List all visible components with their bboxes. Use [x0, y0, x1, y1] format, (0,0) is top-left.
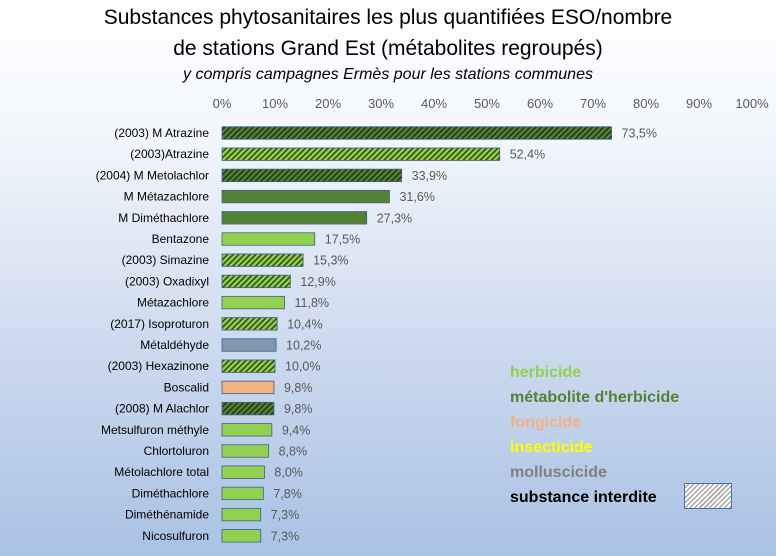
category-label: M Diméthachlore: [118, 211, 209, 225]
x-tick-label: 50%: [474, 96, 500, 111]
bar: [221, 380, 275, 395]
legend-item-fongicide: fongicide: [510, 414, 582, 431]
legend-item-banned: substance interdite: [510, 489, 657, 506]
x-tick-label: 100%: [735, 96, 769, 111]
bar: [221, 338, 277, 352]
data-label: 8,0%: [274, 466, 303, 480]
data-label: 15,3%: [313, 254, 348, 268]
legend-item-herbicide: herbicide: [510, 364, 582, 381]
data-label: 73,5%: [622, 127, 657, 141]
category-label: (2003) M Atrazine: [114, 126, 209, 140]
category-label: Nicosulfuron: [142, 529, 209, 543]
data-label: 17,5%: [325, 233, 360, 247]
category-label: Metsulfuron méthyle: [101, 423, 209, 437]
bar: [221, 444, 270, 458]
bar: [221, 423, 273, 437]
x-tick-label: 30%: [368, 96, 394, 111]
data-label: 10,0%: [285, 360, 320, 374]
bar: [221, 465, 265, 479]
category-label: (2003) Oxadixyl: [125, 274, 209, 288]
data-label: 27,3%: [377, 211, 412, 225]
data-label: 7,3%: [271, 529, 300, 543]
data-label: 7,3%: [271, 508, 300, 522]
legend-item-metabolite: métabolite d'herbicide: [510, 389, 680, 406]
data-label: 8,8%: [279, 445, 308, 459]
category-label: Métolachlore total: [114, 465, 209, 479]
data-label: 9,8%: [284, 402, 313, 416]
x-tick-label: 10%: [262, 96, 288, 111]
bar: [221, 317, 278, 331]
x-tick-label: 80%: [633, 96, 659, 111]
category-label: (2003)Atrazine: [130, 147, 209, 161]
bar: [221, 253, 304, 267]
data-label: 11,8%: [295, 296, 330, 310]
chart-subtitle: y compris campagnes Ermès pour les stati…: [183, 66, 593, 83]
x-tick-label: 20%: [315, 96, 341, 111]
legend-item-molluscicide: molluscicide: [510, 464, 607, 481]
data-label: 52,4%: [510, 148, 545, 162]
chart-title-line1: Substances phytosanitaires les plus quan…: [103, 6, 673, 29]
category-label: Diméthénamide: [125, 508, 209, 522]
bar: [221, 189, 390, 204]
category-label: (2017) Isoproturon: [110, 317, 209, 331]
bar: [221, 147, 501, 161]
legend-item-insecticide: insecticide: [510, 439, 593, 456]
category-label: Bentazone: [152, 232, 210, 246]
data-label: 10,4%: [287, 317, 322, 331]
legend-banned-hatch-swatch: [684, 483, 732, 509]
category-label: (2003) Simazine: [122, 253, 210, 267]
category-label: M Métazachlore: [124, 190, 210, 204]
data-label: 10,2%: [286, 339, 321, 353]
x-tick-label: 40%: [421, 96, 447, 111]
x-tick-label: 70%: [580, 96, 606, 111]
category-label: (2003) Hexazinone: [108, 359, 210, 373]
data-label: 33,9%: [412, 169, 447, 183]
category-label: Diméthachlore: [132, 486, 210, 500]
bar: [221, 359, 276, 373]
bar: [221, 486, 264, 501]
bar: [221, 126, 612, 140]
bar: [221, 232, 316, 246]
legend: herbicide métabolite d'herbicide fongici…: [510, 360, 732, 510]
bar: [221, 211, 368, 225]
bar: [221, 168, 403, 183]
category-label: Chlortoluron: [144, 444, 209, 458]
bar: [221, 529, 262, 543]
data-label: 9,4%: [282, 423, 311, 437]
bar: [221, 295, 285, 310]
bars: (2003) M Atrazine 73,5% (2003)Atrazine 52,4…: [96, 126, 657, 543]
bar: [221, 507, 262, 522]
x-axis-ticks: 0% 10% 20% 30% 40% 50% 60% 70% 80% 90% 100%: [213, 96, 769, 111]
x-tick-label: 90%: [686, 96, 712, 111]
category-label: (2004) M Metolachlor: [96, 168, 209, 182]
chart-title-line2: de stations Grand Est (métabolites regro…: [173, 37, 603, 60]
category-label: (2008) M Alachlor: [115, 402, 209, 416]
data-label: 7,8%: [273, 487, 302, 501]
category-label: Métazachlore: [137, 296, 209, 310]
data-label: 12,9%: [300, 275, 335, 289]
bar: [221, 401, 275, 416]
category-label: Boscalid: [164, 380, 209, 394]
x-tick-label: 0%: [213, 96, 232, 111]
x-tick-label: 60%: [527, 96, 553, 111]
category-label: Métaldéhyde: [140, 338, 209, 352]
data-label: 9,8%: [284, 381, 313, 395]
data-label: 31,6%: [399, 190, 434, 204]
bar: [221, 274, 291, 289]
